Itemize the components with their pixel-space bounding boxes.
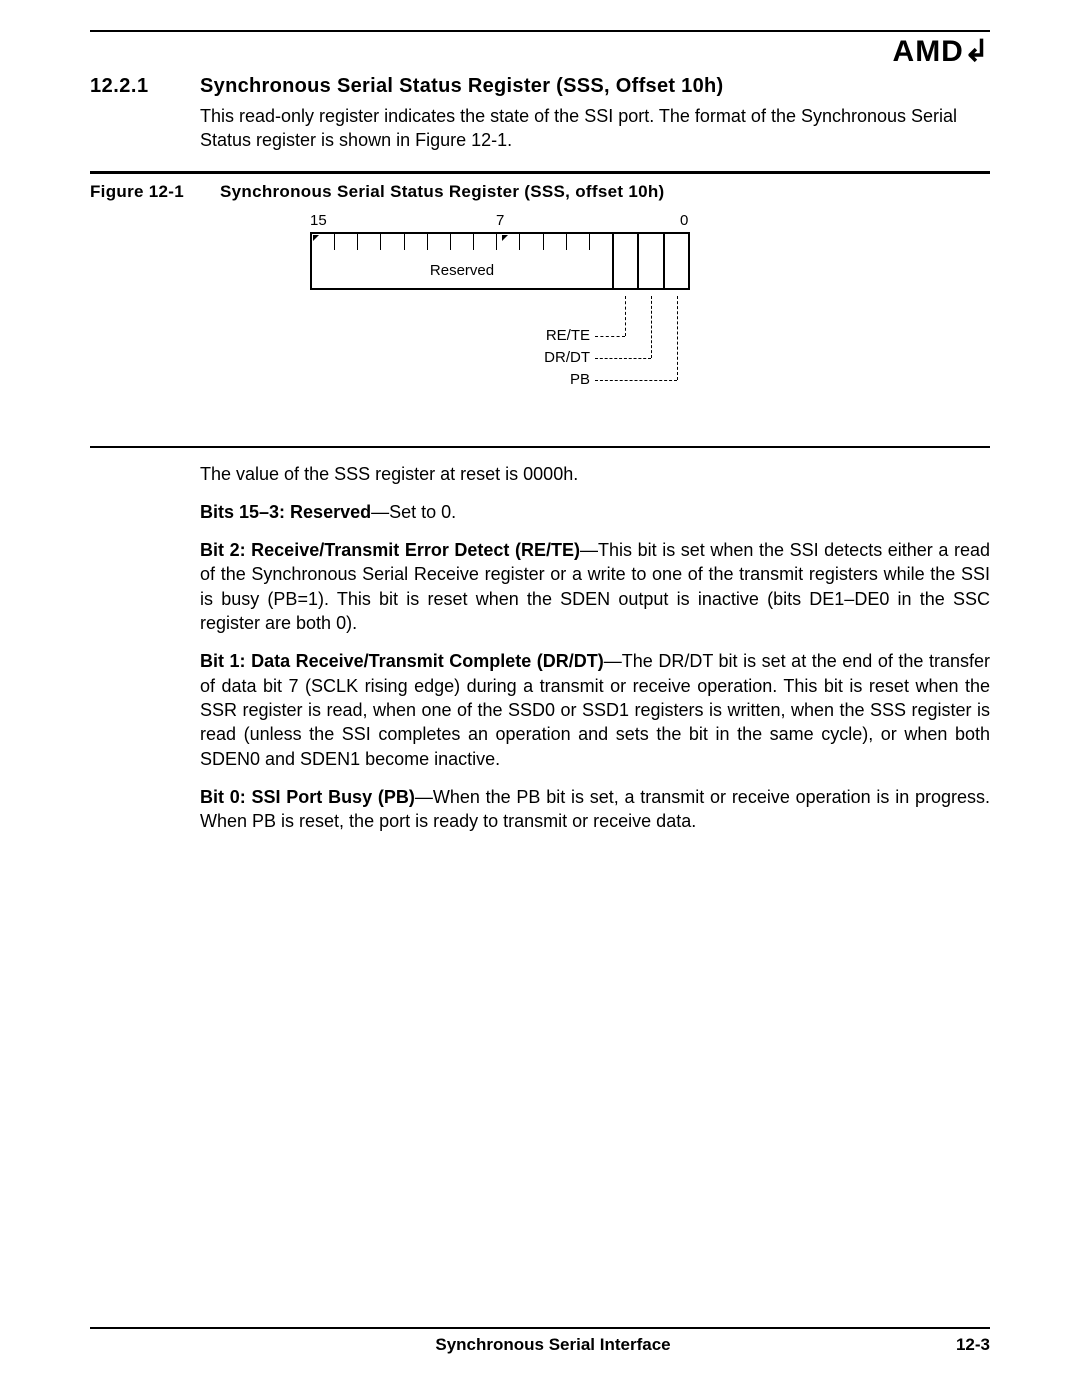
bit2-bold: Bit 2: Receive/Transmit Error Detect (RE… [200,540,580,560]
bits-reserved-text: —Set to 0. [371,502,456,522]
bit1-bold: Bit 1: Data Receive/Transmit Complete (D… [200,651,604,671]
callout-line [595,358,651,359]
named-bits [614,234,688,288]
register-box: Reserved [310,232,690,290]
bit-ticks [312,234,612,250]
reset-value-text: The value of the SSS register at reset i… [200,462,990,486]
register-diagram: 15 7 0 Reserved [310,212,690,406]
reserved-field: Reserved [312,234,614,288]
brand-logo: AMD↲ [90,34,990,69]
bit-callouts: RE/TE DR/DT PB [310,296,690,406]
footer-spacer [90,1335,150,1355]
footer-row: Synchronous Serial Interface 12-3 [90,1335,990,1355]
callout-drdt: DR/DT [510,349,590,366]
callout-line [595,380,677,381]
callout-line [595,336,625,337]
callout-line [625,296,626,336]
bits-reserved: Bits 15–3: Reserved—Set to 0. [200,500,990,524]
footer-title: Synchronous Serial Interface [435,1335,670,1355]
bit-num-hi: 15 [310,212,327,229]
callout-line [651,296,652,358]
bit-num-mid: 7 [496,212,504,229]
callout-pb: PB [510,371,590,388]
top-rule [90,30,990,32]
reserved-label: Reserved [312,262,612,279]
footer-rule [90,1327,990,1329]
callout-line [677,296,678,380]
brand-arrow-icon: ↲ [964,34,990,69]
bits-reserved-bold: Bits 15–3: Reserved [200,502,371,522]
bit1-desc: Bit 1: Data Receive/Transmit Complete (D… [200,649,990,770]
brand-text: AMD [893,35,964,68]
figure-label: Figure 12-1 [90,182,220,202]
section-intro: This read-only register indicates the st… [200,104,990,153]
bit-1 [639,234,664,288]
bit-number-row: 15 7 0 [310,212,690,232]
figure-top-rule [90,171,990,174]
bit0-bold: Bit 0: SSI Port Busy (PB) [200,787,415,807]
figure-caption: Figure 12-1 Synchronous Serial Status Re… [90,182,990,202]
section-heading: 12.2.1 Synchronous Serial Status Registe… [90,75,990,98]
page-footer: Synchronous Serial Interface 12-3 [90,1327,990,1355]
footer-page-number: 12-3 [956,1335,990,1355]
section-title: Synchronous Serial Status Register (SSS,… [200,75,724,98]
figure-bottom-rule [90,446,990,448]
document-page: AMD↲ 12.2.1 Synchronous Serial Status Re… [0,0,1080,1397]
bit-num-lo: 0 [680,212,688,229]
section-number: 12.2.1 [90,75,200,98]
figure-title: Synchronous Serial Status Register (SSS,… [220,182,664,202]
bit-2 [614,234,639,288]
bit0-desc: Bit 0: SSI Port Busy (PB)—When the PB bi… [200,785,990,834]
callout-rete: RE/TE [510,327,590,344]
bit2-desc: Bit 2: Receive/Transmit Error Detect (RE… [200,538,990,635]
bit-0 [665,234,688,288]
